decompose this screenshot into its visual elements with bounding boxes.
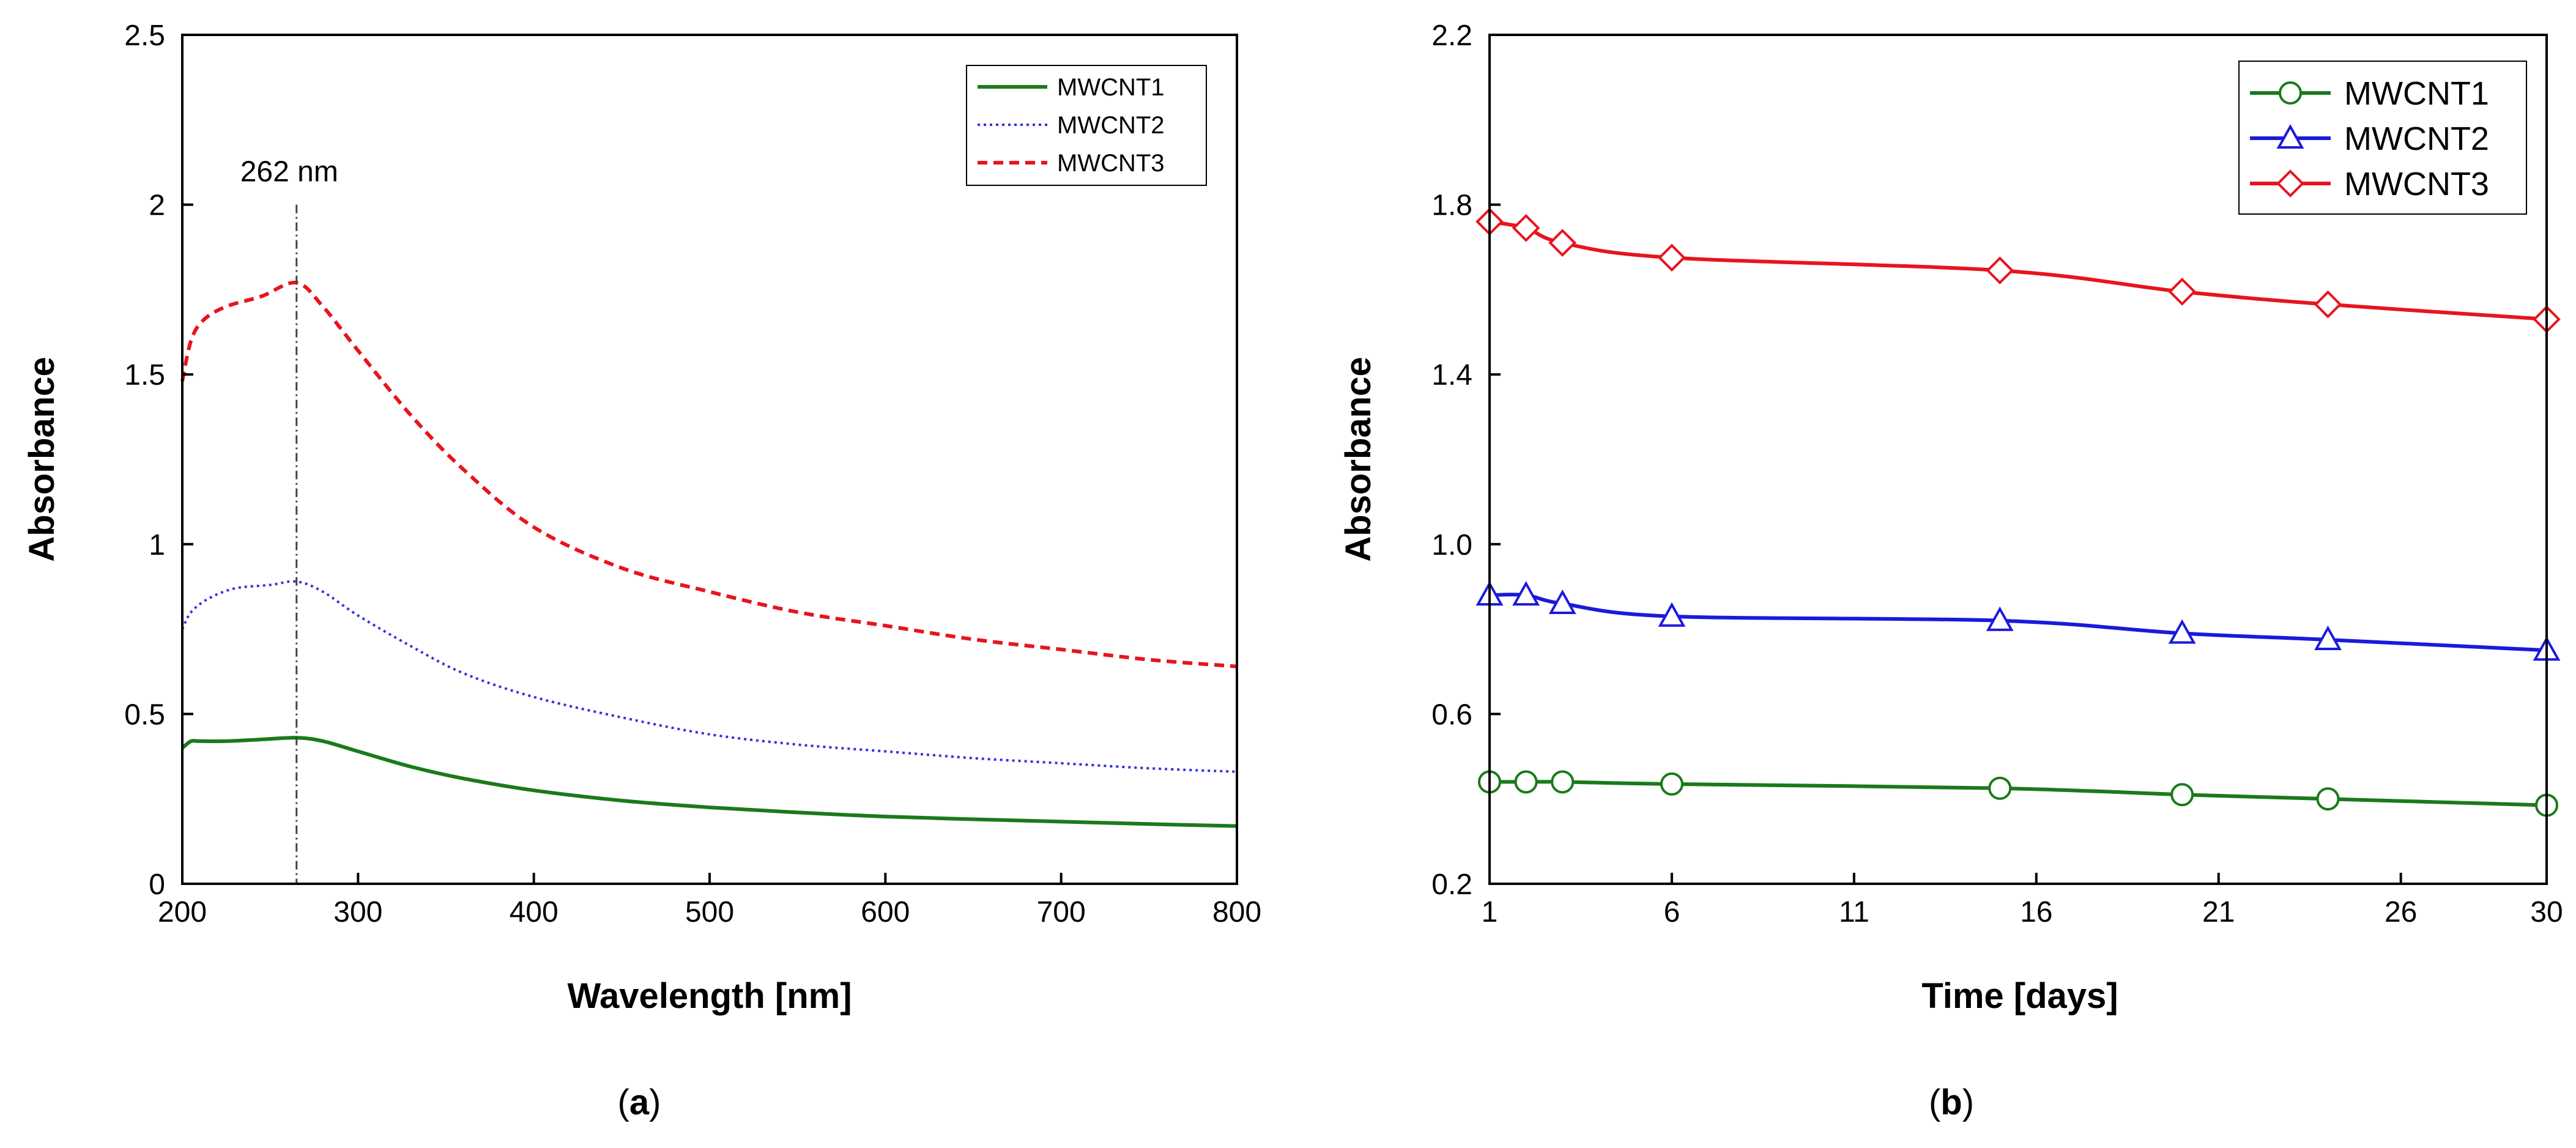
panel-b-x-tick-label: 11 <box>1839 896 1869 928</box>
data-point-mwcnt3 <box>1986 256 2014 284</box>
panel-a-x-tick-label: 300 <box>333 896 382 928</box>
panel-a-x-tick-label: 700 <box>1037 896 1086 928</box>
data-point-mwcnt1 <box>1660 772 1683 796</box>
data-point-mwcnt3 <box>2314 290 2342 319</box>
data-point-mwcnt1 <box>2170 783 2194 807</box>
panel-a-caption-close: ) <box>649 1083 661 1122</box>
data-point-mwcnt1 <box>1551 770 1575 794</box>
panel-b-plot-frame <box>1488 34 2548 885</box>
panel-a-y-tick-label: 1.5 <box>124 359 165 391</box>
panel-a-caption: (a) <box>618 1083 661 1122</box>
panel-b-y-tick-label: 1.4 <box>1431 359 1472 391</box>
panel-b-caption-close: ) <box>1962 1083 1974 1122</box>
panel-a-x-tick-label: 600 <box>861 896 910 928</box>
panel-a-x-tick-label: 400 <box>510 896 559 928</box>
panel-a-y-tick-label: 2.5 <box>124 20 165 52</box>
panel-b-series-layer <box>1475 207 2561 817</box>
panel-b-x-axis: 1 6 11 16 21 26 30 <box>1482 873 2563 928</box>
panel-b-x-axis-title: Time [days] <box>1921 976 2118 1016</box>
data-point-mwcnt2 <box>2314 625 2342 650</box>
legend-label-mwcnt3: MWCNT3 <box>1057 150 1165 177</box>
panel-b-y-tick-label: 0.2 <box>1431 868 1472 901</box>
panel-a-caption-open: ( <box>618 1083 629 1122</box>
legend-label-mwcnt2: MWCNT2 <box>1057 112 1165 139</box>
panel-a-x-tick-label: 500 <box>685 896 734 928</box>
panel-a-y-tick-label: 0 <box>149 868 165 901</box>
data-point-mwcnt3 <box>1548 229 1577 257</box>
panel-a-y-tick-label: 2 <box>149 190 165 222</box>
panel-b-caption: (b) <box>1929 1083 1974 1122</box>
panel-a-x-tick-label: 800 <box>1212 896 1261 928</box>
panel-a-y-axis-title: Absorbance <box>22 357 62 561</box>
panel-a-absorbance-vs-wavelength: 262 nm 200 300 400 500 600 700 800 0 0.5 1 1.5 2 2.… <box>22 20 1261 1122</box>
panel-a-y-tick-label: 1 <box>149 529 165 561</box>
peak-annotation-label: 262 nm <box>240 156 338 188</box>
series-line-mwcnt2 <box>1489 593 2547 653</box>
panel-a-x-tick-label: 200 <box>158 896 207 928</box>
data-point-mwcnt2 <box>1512 580 1540 606</box>
panel-b-x-tick-label: 30 <box>2530 896 2563 928</box>
panel-a-y-axis: 0 0.5 1 1.5 2 2.5 <box>124 20 193 901</box>
series-line-mwcnt3 <box>180 281 1238 668</box>
panel-b-legend: MWCNT1 MWCNT2 MWCNT3 <box>2238 61 2527 215</box>
legend-marker-mwcnt3 <box>2276 169 2304 198</box>
panel-a-x-axis-title: Wavelength [nm] <box>567 976 852 1016</box>
data-point-mwcnt2 <box>1548 589 1576 614</box>
data-point-mwcnt3 <box>2168 278 2196 306</box>
panel-b-x-tick-label: 16 <box>2020 896 2052 928</box>
series-line-mwcnt1 <box>1490 780 2547 807</box>
series-line-mwcnt1 <box>181 736 1238 828</box>
legend-label-mwcnt1: MWCNT1 <box>1057 74 1165 101</box>
series-line-mwcnt3 <box>1489 220 2547 321</box>
data-point-mwcnt1 <box>1514 770 1538 794</box>
legend-label-mwcnt3: MWCNT3 <box>2344 166 2489 202</box>
series-line-mwcnt2 <box>181 580 1238 773</box>
panel-b-y-axis: 0.2 0.6 1.0 1.4 1.8 2.2 <box>1431 20 1501 901</box>
data-point-mwcnt1 <box>1988 776 2012 800</box>
panel-b-caption-letter: b <box>1940 1083 1962 1122</box>
panel-b-y-tick-label: 1.8 <box>1431 190 1472 222</box>
panel-b-x-tick-label: 21 <box>2202 896 2235 928</box>
data-point-mwcnt1 <box>2316 787 2340 811</box>
data-point-mwcnt2 <box>2168 619 2196 644</box>
panel-b-y-tick-label: 2.2 <box>1431 20 1472 52</box>
panel-b-y-tick-label: 0.6 <box>1431 698 1472 731</box>
panel-a-y-tick-label: 0.5 <box>124 698 165 731</box>
legend-marker-mwcnt1 <box>2279 81 2302 105</box>
panel-a-series-layer <box>180 281 1238 828</box>
panel-a-x-axis: 200 300 400 500 600 700 800 <box>158 873 1261 928</box>
data-point-mwcnt3 <box>1512 213 1540 242</box>
data-point-mwcnt2 <box>1658 602 1686 627</box>
panel-b-caption-open: ( <box>1929 1083 1940 1122</box>
panel-b-x-tick-label: 1 <box>1482 896 1498 928</box>
legend-marker-mwcnt2 <box>2276 124 2304 149</box>
panel-b-x-tick-label: 6 <box>1664 896 1680 928</box>
panel-b-absorbance-vs-time: 1 6 11 16 21 26 30 0.20.61.01.41.82.2 Time [da… <box>1338 20 2563 1122</box>
panel-b-y-tick-label: 1.0 <box>1431 529 1472 561</box>
data-point-mwcnt3 <box>1658 243 1686 272</box>
panel-b-y-axis-title: Absorbance <box>1338 357 1378 561</box>
legend-label-mwcnt1: MWCNT1 <box>2344 75 2489 112</box>
panel-a-caption-letter: a <box>629 1083 650 1122</box>
panel-a-legend: MWCNT1 MWCNT2 MWCNT3 <box>966 65 1207 186</box>
legend-label-mwcnt2: MWCNT2 <box>2344 120 2489 157</box>
panel-b-x-tick-label: 26 <box>2385 896 2417 928</box>
data-point-mwcnt2 <box>1986 606 2014 631</box>
